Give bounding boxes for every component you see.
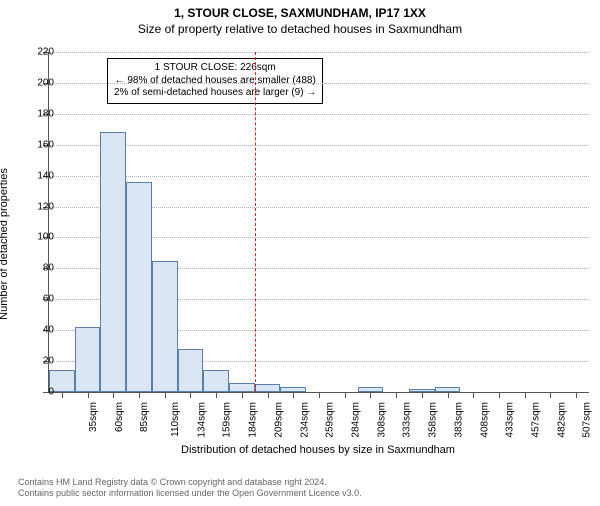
gridline-h: [49, 52, 589, 53]
marker-line: [255, 52, 256, 392]
x-tick: [345, 392, 346, 398]
x-tick-label: 383sqm: [453, 402, 464, 438]
x-tick: [473, 392, 474, 398]
x-tick-label: 134sqm: [196, 402, 207, 438]
x-tick-label: 358sqm: [428, 402, 439, 438]
y-tick-label: 100: [14, 232, 54, 243]
x-tick-label: 333sqm: [402, 402, 413, 438]
y-tick-label: 0: [14, 387, 54, 398]
x-tick: [62, 392, 63, 398]
y-tick-label: 20: [14, 356, 54, 367]
x-tick-label: 234sqm: [299, 402, 310, 438]
x-tick-label: 408sqm: [479, 402, 490, 438]
gridline-h: [49, 83, 589, 84]
page-title: 1, STOUR CLOSE, SAXMUNDHAM, IP17 1XX: [0, 6, 600, 20]
x-tick: [242, 392, 243, 398]
y-tick-label: 80: [14, 263, 54, 274]
histogram-bar: [229, 383, 255, 392]
y-tick-label: 140: [14, 170, 54, 181]
x-tick-label: 308sqm: [376, 402, 387, 438]
gridline-h: [49, 176, 589, 177]
footer-line-2: Contains public sector information licen…: [18, 488, 362, 500]
y-tick-label: 160: [14, 139, 54, 150]
x-tick: [422, 392, 423, 398]
x-tick-label: 457sqm: [531, 402, 542, 438]
annotation-line-2: ← 98% of detached houses are smaller (48…: [114, 75, 316, 88]
x-tick: [216, 392, 217, 398]
x-tick: [525, 392, 526, 398]
y-tick-label: 120: [14, 201, 54, 212]
plot-area: 1 STOUR CLOSE: 226sqm ← 98% of detached …: [48, 52, 589, 393]
x-tick-label: 60sqm: [114, 402, 125, 432]
annotation-line-1: 1 STOUR CLOSE: 226sqm: [114, 62, 316, 75]
histogram-bar: [152, 261, 178, 392]
footer-line-1: Contains HM Land Registry data © Crown c…: [18, 477, 362, 489]
x-tick-label: 110sqm: [170, 402, 181, 437]
x-tick: [319, 392, 320, 398]
x-tick-label: 507sqm: [582, 402, 593, 438]
x-tick: [190, 392, 191, 398]
gridline-h: [49, 145, 589, 146]
y-tick-label: 180: [14, 108, 54, 119]
page-subtitle: Size of property relative to detached ho…: [0, 22, 600, 36]
x-tick: [396, 392, 397, 398]
x-tick-label: 85sqm: [139, 402, 150, 432]
annotation-line-3: 2% of semi-detached houses are larger (9…: [114, 87, 316, 100]
x-tick: [293, 392, 294, 398]
footer-attribution: Contains HM Land Registry data © Crown c…: [18, 477, 362, 500]
chart-container: Number of detached properties 1 STOUR CL…: [0, 44, 600, 454]
x-tick: [139, 392, 140, 398]
x-tick-label: 284sqm: [351, 402, 362, 438]
x-tick-label: 35sqm: [88, 402, 99, 432]
y-tick-label: 220: [14, 47, 54, 58]
histogram-bar: [126, 182, 152, 392]
x-tick: [88, 392, 89, 398]
x-tick-label: 209sqm: [273, 402, 284, 438]
x-tick-label: 482sqm: [556, 402, 567, 438]
histogram-bar: [100, 132, 126, 392]
x-tick: [550, 392, 551, 398]
y-tick-label: 40: [14, 325, 54, 336]
x-tick-label: 433sqm: [505, 402, 516, 438]
x-tick: [576, 392, 577, 398]
x-tick: [165, 392, 166, 398]
gridline-h: [49, 114, 589, 115]
x-tick: [113, 392, 114, 398]
histogram-bar: [178, 349, 204, 392]
x-tick-label: 259sqm: [325, 402, 336, 438]
histogram-bar: [75, 327, 101, 392]
x-tick-label: 184sqm: [248, 402, 259, 438]
annotation-box: 1 STOUR CLOSE: 226sqm ← 98% of detached …: [107, 58, 323, 104]
x-tick: [448, 392, 449, 398]
x-tick: [268, 392, 269, 398]
x-tick: [370, 392, 371, 398]
histogram-bar: [203, 370, 229, 392]
y-tick-label: 200: [14, 77, 54, 88]
histogram-bar: [255, 384, 281, 392]
x-axis-label: Distribution of detached houses by size …: [48, 444, 588, 456]
x-tick: [499, 392, 500, 398]
x-tick-label: 159sqm: [222, 402, 233, 438]
y-tick-label: 60: [14, 294, 54, 305]
